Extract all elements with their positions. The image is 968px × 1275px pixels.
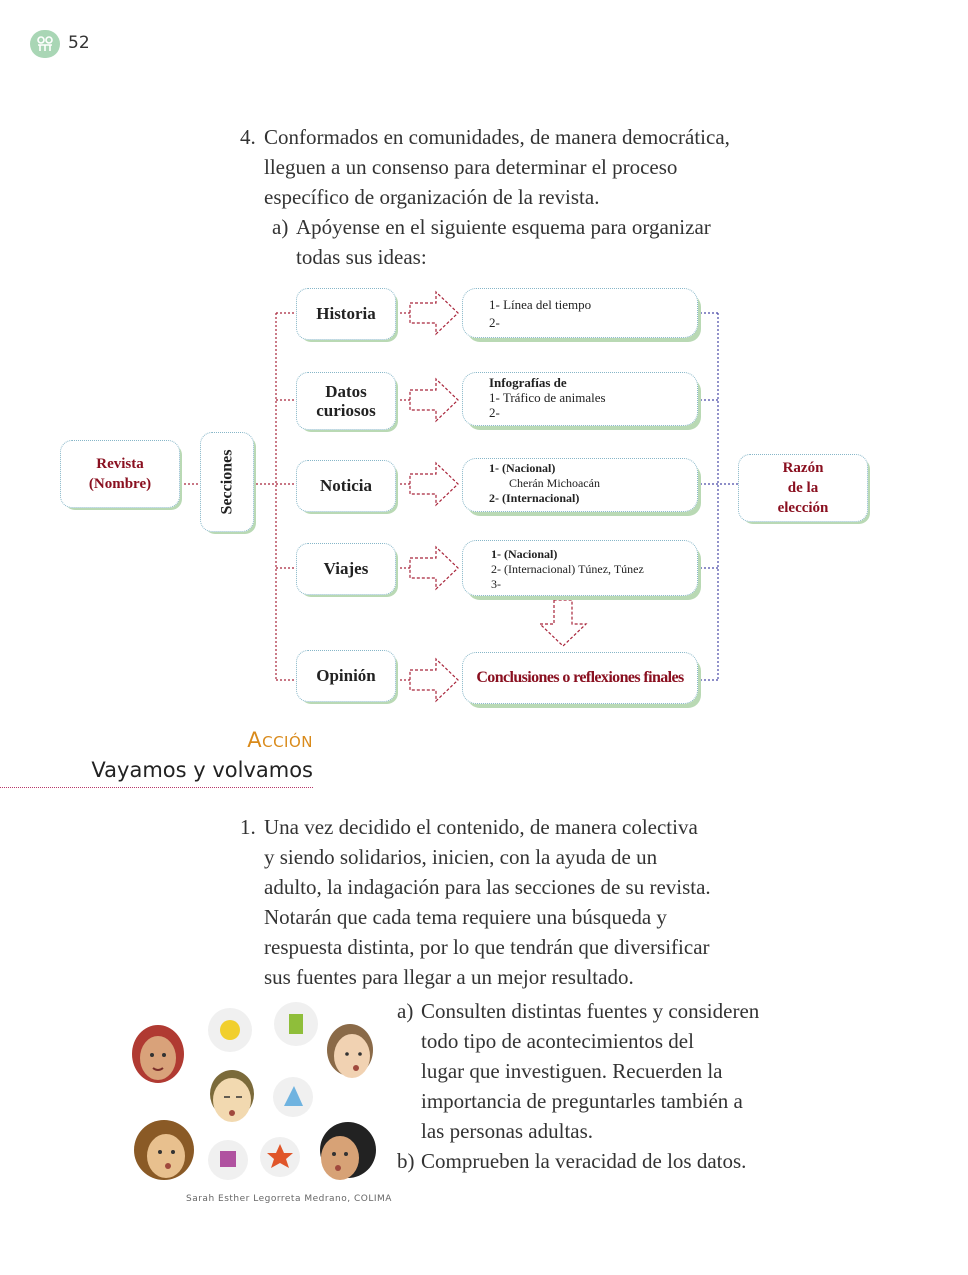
section-opinion: Opinión <box>296 650 396 702</box>
text-line: Comprueben la veracidad de los datos. <box>421 1149 747 1173</box>
revista-label: Revista <box>96 456 144 472</box>
illustration-credit: Sarah Esther Legorreta Medrano, COLIMA <box>186 1194 392 1204</box>
section-historia: Historia <box>296 288 396 340</box>
content-line: 2- (Internacional) Túnez, Túnez <box>491 562 644 576</box>
razon-line: de la <box>787 480 819 496</box>
text-line: respuesta distinta, por lo que tendrán q… <box>264 935 710 959</box>
text-line: Apóyense en el siguiente esquema para or… <box>296 215 711 239</box>
section-label: Datos <box>325 382 367 401</box>
section-label: curiosos <box>316 401 376 420</box>
face-girl-dark-hair <box>320 1122 376 1180</box>
content-line: 2- (Internacional) <box>489 491 580 505</box>
content-line: 1- (Nacional) <box>491 547 558 561</box>
content-line: Infografías de <box>489 375 567 390</box>
item-4-text: Conformados en comunidades, de manera de… <box>264 122 730 212</box>
text-line: Notarán que cada tema requiere una búsqu… <box>264 905 667 929</box>
text-line: lleguen a un consenso para determinar el… <box>264 155 678 179</box>
accion-label: Acción <box>247 728 313 752</box>
face-girl-red-hair <box>132 1025 184 1083</box>
item-4a-marker: a) <box>272 215 289 239</box>
section-label: Noticia <box>320 476 372 495</box>
item-1a-marker: a) <box>397 999 414 1023</box>
razon-line: elección <box>777 500 829 516</box>
text-line: lugar que investiguen. Recuerden la <box>421 1059 723 1083</box>
item-1a-text: Consulten distintas fuentes y consideren… <box>421 996 759 1146</box>
text-line: Consulten distintas fuentes y consideren <box>421 999 760 1023</box>
speech-bubble-small-square <box>208 1140 248 1180</box>
section-label: Viajes <box>323 559 369 578</box>
face-boy-right <box>327 1024 373 1078</box>
historia-content: 1- Línea del tiempo 2- <box>462 288 698 338</box>
speech-bubble-triangle <box>273 1077 313 1117</box>
page-number: 52 <box>68 33 90 53</box>
speech-bubble-circle <box>208 1008 252 1052</box>
opinion-content: Conclusiones o reflexiones finales <box>462 652 698 704</box>
text-line: Una vez decidido el contenido, de manera… <box>264 815 698 839</box>
item-1b-text: Comprueben la veracidad de los datos. <box>421 1146 746 1176</box>
secciones-node: Secciones <box>200 432 254 532</box>
conclusions-label: Conclusiones o reflexiones finales <box>476 669 684 686</box>
text-line: todas sus ideas: <box>296 245 427 269</box>
speech-bubble-square <box>274 1002 318 1046</box>
children-illustration <box>132 1002 376 1180</box>
section-label: Opinión <box>316 666 376 685</box>
accion-title: Vayamos y volvamos <box>91 758 313 782</box>
content-line: 1- (Nacional) <box>489 461 556 475</box>
text-line: adulto, la indagación para las secciones… <box>264 875 711 899</box>
item-1b-marker: b) <box>397 1149 415 1173</box>
content-line: Cherán Michoacán <box>509 476 600 490</box>
revista-sub: (Nombre) <box>88 476 152 492</box>
text-line: y siendo solidarios, inicien, con la ayu… <box>264 845 658 869</box>
text-line: importancia de preguntarles también a <box>421 1089 743 1113</box>
text-line: sus fuentes para llegar a un mejor resul… <box>264 965 634 989</box>
face-boy-center <box>210 1070 254 1122</box>
accion-divider <box>0 787 313 788</box>
secciones-label: Secciones <box>218 449 235 515</box>
glyph-icon <box>37 36 53 51</box>
text-line: específico de organización de la revista… <box>264 185 600 209</box>
item-1-text: Una vez decidido el contenido, de manera… <box>264 812 711 992</box>
face-girl-curly-hair <box>134 1120 194 1180</box>
revista-node: Revista (Nombre) <box>60 440 180 508</box>
content-line: 1- Línea del tiempo <box>489 297 592 312</box>
item-1-marker: 1. <box>240 815 256 839</box>
text-line: Conformados en comunidades, de manera de… <box>264 125 730 149</box>
speech-bubble-star <box>260 1137 300 1177</box>
content-line: 1- Tráfico de animales <box>489 390 606 405</box>
text-line: todo tipo de acontecimientos del <box>421 1029 694 1053</box>
item-4-marker: 4. <box>240 125 256 149</box>
section-label: Historia <box>316 304 376 323</box>
content-line: 2- <box>489 405 500 420</box>
noticia-content: 1- (Nacional) Cherán Michoacán 2- (Inter… <box>462 458 698 512</box>
content-line: 3- <box>491 577 501 591</box>
razon-node: Razón de la elección <box>738 454 868 522</box>
diagram-connectors <box>180 290 738 703</box>
razon-line: Razón <box>782 460 824 476</box>
section-viajes: Viajes <box>296 543 396 595</box>
item-4a-text: Apóyense en el siguiente esquema para or… <box>296 212 711 272</box>
page-badge <box>30 30 60 58</box>
section-datos-curiosos: Datos curiosos <box>296 372 396 430</box>
content-line: 2- <box>489 315 500 330</box>
section-noticia: Noticia <box>296 460 396 512</box>
datos-content: Infografías de 1- Tráfico de animales 2- <box>462 372 698 426</box>
viajes-content: 1- (Nacional) 2- (Internacional) Túnez, … <box>462 540 698 596</box>
text-line: las personas adultas. <box>421 1119 594 1143</box>
